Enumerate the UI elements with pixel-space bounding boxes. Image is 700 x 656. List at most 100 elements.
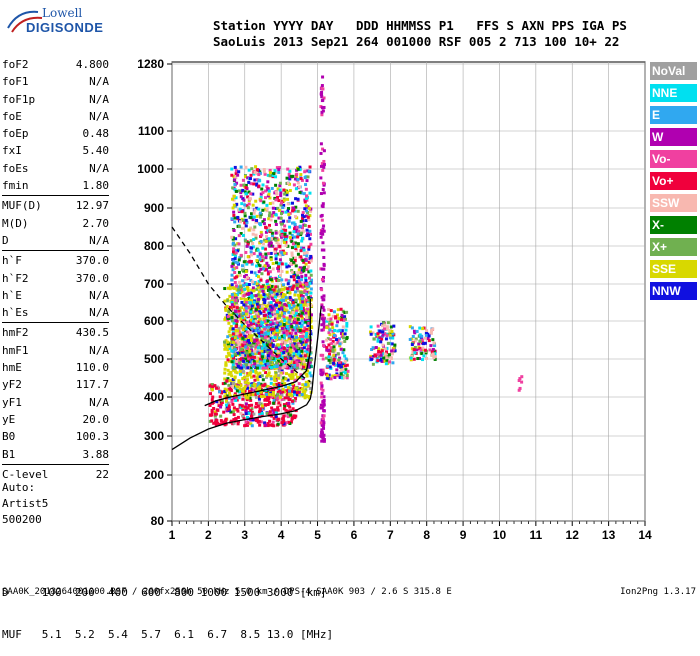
data-point bbox=[245, 346, 249, 350]
data-point bbox=[261, 258, 265, 262]
data-point bbox=[244, 250, 248, 254]
data-point bbox=[320, 371, 324, 375]
data-point bbox=[305, 209, 309, 213]
data-point bbox=[219, 419, 223, 423]
data-point bbox=[232, 340, 236, 344]
data-point bbox=[264, 366, 268, 370]
data-point bbox=[267, 270, 271, 274]
data-point bbox=[285, 359, 289, 363]
data-point bbox=[332, 310, 336, 314]
data-point bbox=[286, 290, 290, 294]
data-point bbox=[264, 252, 268, 256]
data-point bbox=[245, 262, 249, 266]
data-point bbox=[304, 187, 308, 191]
data-point bbox=[294, 227, 298, 231]
data-point bbox=[421, 358, 425, 362]
param-label: B1 bbox=[2, 447, 16, 461]
data-point bbox=[234, 398, 238, 402]
data-point bbox=[221, 382, 225, 386]
data-point bbox=[420, 334, 424, 338]
data-point bbox=[292, 256, 296, 260]
data-point bbox=[251, 418, 255, 422]
data-point bbox=[241, 279, 245, 283]
data-point bbox=[287, 401, 291, 405]
data-point bbox=[341, 363, 345, 367]
data-point bbox=[247, 180, 251, 184]
data-point bbox=[290, 370, 294, 374]
data-point bbox=[518, 386, 522, 390]
data-point bbox=[237, 334, 241, 338]
data-point bbox=[276, 350, 280, 354]
data-point bbox=[241, 197, 245, 201]
param-row: C-level 22 bbox=[2, 466, 109, 483]
data-point bbox=[271, 201, 275, 205]
data-point bbox=[267, 217, 271, 221]
data-point bbox=[307, 218, 311, 222]
data-point bbox=[329, 346, 333, 350]
data-point bbox=[342, 370, 346, 374]
data-point bbox=[337, 316, 341, 320]
muf-row: MUF 5.1 5.2 5.4 5.7 6.1 6.7 8.5 13.0 [MH… bbox=[2, 628, 334, 641]
data-point bbox=[232, 408, 236, 412]
data-point bbox=[284, 296, 288, 300]
param-row: hmF1 N/A bbox=[2, 342, 109, 359]
data-point bbox=[270, 186, 274, 190]
data-point bbox=[325, 319, 329, 323]
data-point bbox=[215, 408, 219, 412]
data-point bbox=[288, 383, 292, 387]
data-point bbox=[279, 343, 283, 347]
data-point bbox=[286, 396, 290, 400]
data-point bbox=[418, 326, 422, 330]
data-point bbox=[410, 337, 414, 341]
data-point bbox=[240, 314, 244, 318]
data-point bbox=[336, 308, 340, 312]
data-point bbox=[271, 322, 275, 326]
data-point bbox=[305, 395, 309, 399]
data-point bbox=[309, 291, 313, 295]
data-point bbox=[282, 331, 286, 335]
data-point bbox=[225, 299, 229, 303]
data-point bbox=[307, 395, 311, 399]
data-point bbox=[320, 95, 324, 99]
data-point bbox=[300, 307, 304, 311]
data-point bbox=[277, 369, 281, 373]
data-point bbox=[300, 231, 304, 235]
data-point bbox=[260, 304, 264, 308]
data-point bbox=[234, 260, 238, 264]
data-point bbox=[225, 379, 229, 383]
data-point bbox=[267, 192, 271, 196]
data-point bbox=[269, 300, 273, 304]
legend-item-x-: X- bbox=[650, 216, 697, 234]
data-point bbox=[260, 330, 264, 334]
data-point bbox=[251, 286, 255, 290]
data-point bbox=[264, 331, 268, 335]
data-point bbox=[293, 293, 297, 297]
data-point bbox=[231, 241, 235, 245]
data-point bbox=[371, 331, 375, 335]
data-point bbox=[293, 224, 297, 228]
data-point bbox=[303, 198, 307, 202]
data-point bbox=[344, 364, 348, 368]
data-point bbox=[295, 308, 299, 312]
data-point bbox=[277, 356, 281, 360]
data-point bbox=[251, 325, 255, 329]
data-point bbox=[296, 252, 300, 256]
data-point bbox=[299, 386, 303, 390]
data-point bbox=[254, 339, 258, 343]
data-point bbox=[295, 172, 299, 176]
data-point bbox=[320, 429, 324, 433]
data-point bbox=[260, 285, 264, 289]
data-point bbox=[302, 246, 306, 250]
param-value: 430.5 bbox=[75, 326, 109, 340]
param-value: 117.7 bbox=[75, 378, 109, 392]
data-point bbox=[245, 415, 249, 419]
param-row: yE 20.0 bbox=[2, 411, 109, 428]
data-point bbox=[236, 382, 240, 386]
data-point bbox=[242, 387, 246, 391]
data-point bbox=[302, 251, 306, 255]
data-point bbox=[253, 351, 257, 355]
data-point bbox=[424, 334, 428, 338]
data-point bbox=[319, 176, 323, 180]
data-point bbox=[210, 383, 214, 387]
data-point bbox=[292, 206, 296, 210]
